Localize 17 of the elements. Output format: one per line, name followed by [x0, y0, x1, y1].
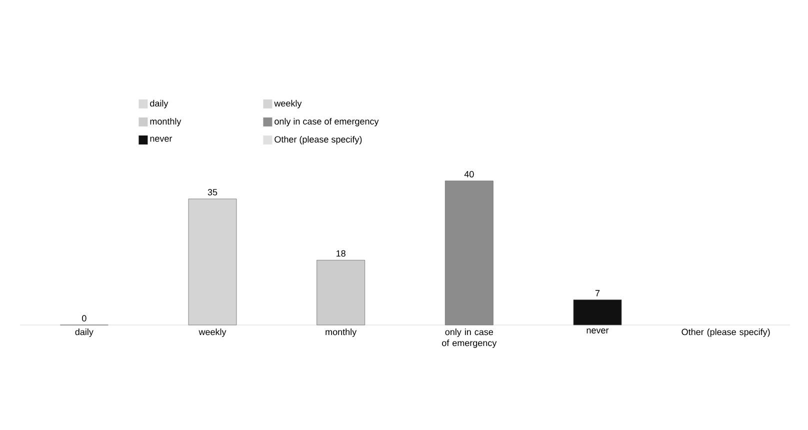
- data-label: 0: [82, 315, 86, 322]
- x-tick-label: monthly: [326, 328, 357, 337]
- data-label: 35: [208, 189, 218, 196]
- x-tick-label: only in case of emergency: [442, 328, 497, 348]
- legend-label: daily: [150, 100, 168, 108]
- data-label: 40: [464, 171, 474, 178]
- x-tick-label: never: [586, 328, 609, 334]
- legend-label: weekly: [274, 100, 302, 108]
- x-tick-label: Other (please specify): [682, 328, 770, 337]
- data-label: 7: [595, 290, 600, 296]
- legend-label: only in case of emergency: [274, 118, 379, 126]
- legend-label: Other (please specify): [274, 136, 362, 144]
- legend-label: monthly: [150, 118, 182, 126]
- x-tick-label: weekly: [198, 328, 226, 337]
- legend-label: never: [150, 136, 172, 142]
- x-tick-label: daily: [75, 328, 94, 337]
- data-label: 18: [336, 250, 346, 257]
